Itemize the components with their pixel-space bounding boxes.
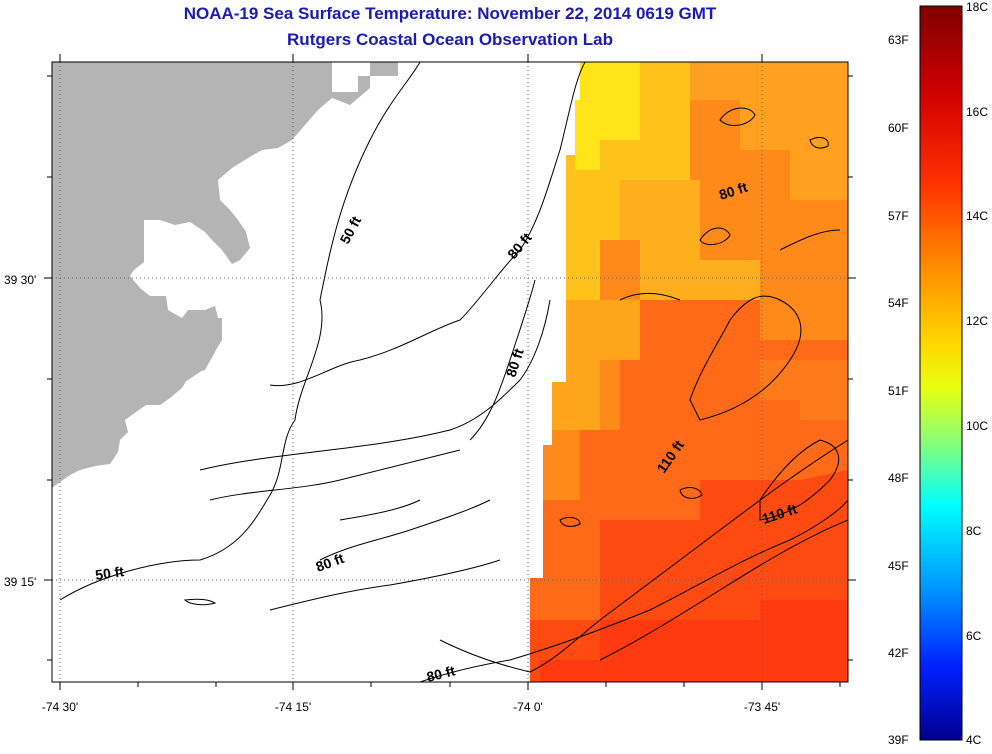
colorbar-c-label: 12C — [966, 314, 989, 328]
colorbar-c-label: 8C — [966, 524, 982, 538]
contour-label: 50 ft — [94, 563, 125, 583]
y-tick-label: 39 30' — [4, 273, 37, 287]
x-tick-label: -73 45' — [743, 700, 781, 714]
x-tick-label: -74 15' — [274, 700, 312, 714]
colorbar-f-label: 42F — [888, 646, 909, 660]
colorbar-f-label: 39F — [888, 733, 909, 747]
map-title: NOAA-19 Sea Surface Temperature: Novembe… — [183, 4, 717, 23]
colorbar-c-label: 10C — [966, 419, 989, 433]
colorbar-c-label: 6C — [966, 629, 982, 643]
colorbar-f-label: 60F — [888, 121, 909, 135]
land-peninsula — [86, 322, 130, 392]
x-tick-label: -74 0' — [513, 700, 543, 714]
colorbar-c-label: 18C — [966, 0, 989, 14]
map-subtitle: Rutgers Coastal Ocean Observation Lab — [287, 30, 613, 49]
colorbar-c-label: 16C — [966, 105, 989, 119]
colorbar-f-label: 45F — [888, 559, 909, 573]
colorbar-c-label: 14C — [966, 209, 989, 223]
land-mass — [52, 62, 398, 488]
colorbar-f-label: 63F — [888, 33, 909, 47]
colorbar-c-label: 4C — [966, 733, 982, 747]
land-island — [175, 318, 222, 382]
colorbar — [919, 5, 963, 741]
colorbar-f-label: 57F — [888, 209, 909, 223]
colorbar-f-label: 54F — [888, 296, 909, 310]
x-tick-label: -74 30' — [41, 700, 79, 714]
colorbar-f-label: 48F — [888, 471, 909, 485]
contour-label: 80 ft — [425, 662, 457, 685]
y-tick-label: 39 15' — [4, 575, 37, 589]
sst-data-field — [530, 62, 848, 682]
axis-ticks — [44, 54, 856, 690]
map-grid — [52, 62, 848, 682]
bathymetry-contours — [59, 62, 848, 682]
colorbar-f-label: 51F — [888, 384, 909, 398]
